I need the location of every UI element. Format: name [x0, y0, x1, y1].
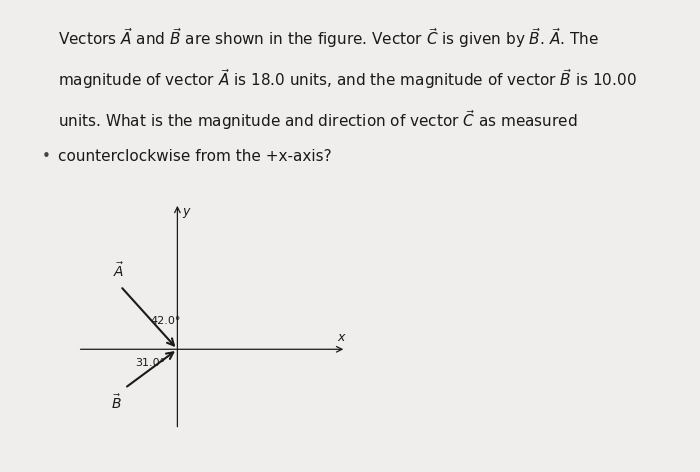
Text: units. What is the magnitude and direction of vector $\vec{C}$ as measured: units. What is the magnitude and directi…: [58, 108, 578, 132]
Text: counterclockwise from the +x-axis?: counterclockwise from the +x-axis?: [58, 149, 332, 164]
Text: $\vec{B}$: $\vec{B}$: [111, 394, 122, 413]
Text: •: •: [42, 149, 50, 164]
Text: 42.0°: 42.0°: [150, 316, 181, 326]
Text: 31.0°: 31.0°: [135, 358, 165, 368]
Text: $\vec{A}$: $\vec{A}$: [113, 262, 124, 280]
Text: magnitude of vector $\vec{A}$ is 18.0 units, and the magnitude of vector $\vec{B: magnitude of vector $\vec{A}$ is 18.0 un…: [58, 67, 637, 91]
Text: y: y: [182, 205, 190, 219]
Text: Vectors $\vec{A}$ and $\vec{B}$ are shown in the figure. Vector $\vec{C}$ is giv: Vectors $\vec{A}$ and $\vec{B}$ are show…: [58, 26, 599, 50]
Text: x: x: [337, 330, 344, 344]
